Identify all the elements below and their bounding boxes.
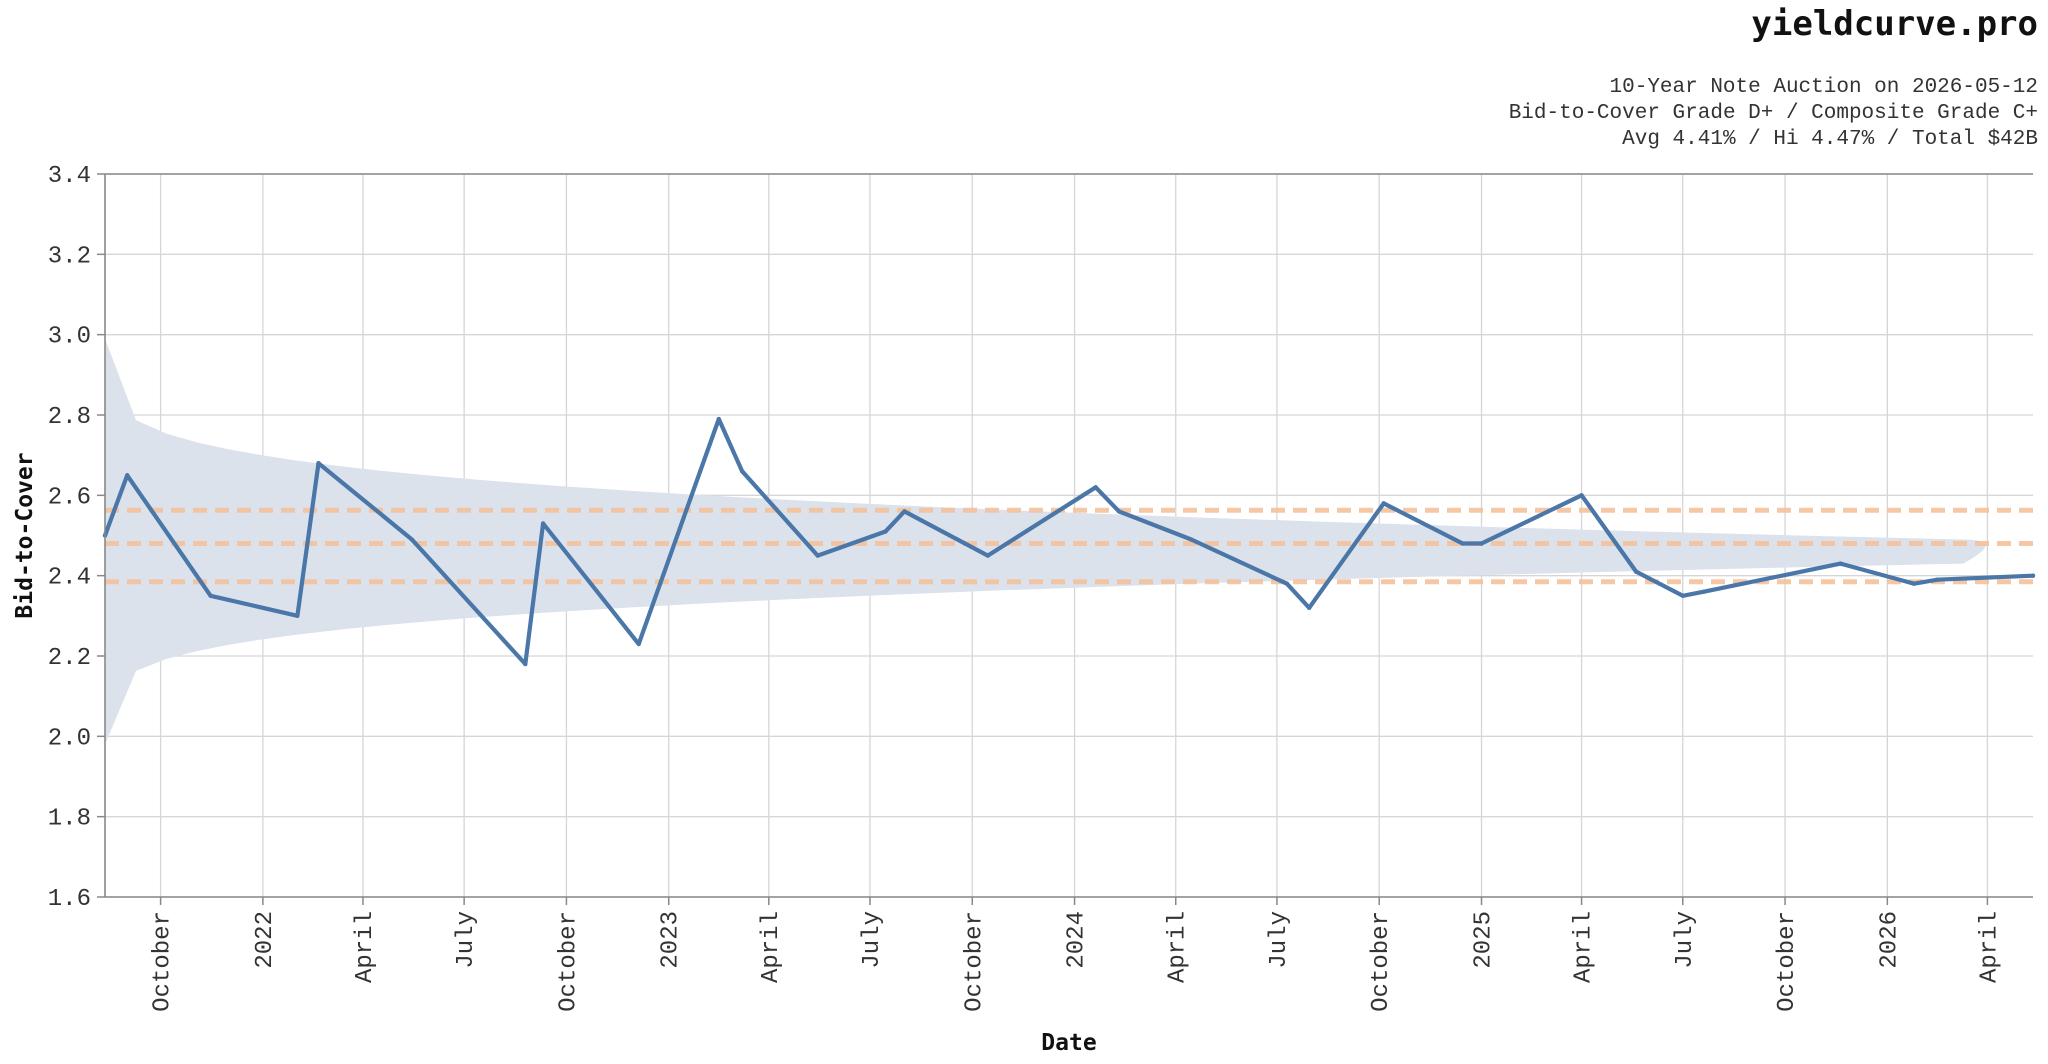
axis-layer — [104, 173, 2033, 898]
data-point — [1381, 501, 1386, 506]
auction-subtitle: 10-Year Note Auction on 2026-05-12 — [1609, 76, 2038, 99]
y-tick-label: 3.0 — [48, 324, 91, 351]
data-point — [902, 509, 907, 514]
y-tick-label: 2.0 — [48, 725, 91, 752]
data-point — [540, 521, 546, 526]
x-tick-label: April — [758, 911, 785, 983]
x-tick-label: October — [555, 911, 582, 1012]
data-point — [1701, 589, 1707, 594]
y-tick-label: 3.2 — [48, 243, 91, 270]
y-tick-label: 2.6 — [48, 484, 91, 511]
x-tick-labels: October 2022 April July October 2023 April July… — [150, 897, 2003, 1012]
reference-lines — [105, 507, 2033, 585]
brand-title: yieldcurve.pro — [1751, 4, 2038, 44]
x-tick-label: 2023 — [658, 911, 685, 969]
data-point — [1284, 581, 1290, 586]
data-point — [716, 416, 721, 422]
y-tick-label: 2.2 — [48, 645, 91, 672]
data-point — [409, 537, 415, 542]
data-point — [1838, 561, 1843, 566]
x-tick-label: April — [1571, 911, 1598, 983]
data-point — [1460, 541, 1465, 546]
data-point — [2030, 573, 2036, 578]
data-point — [1935, 577, 1940, 582]
data-point — [815, 553, 820, 558]
x-tick-label: April — [1165, 911, 1192, 983]
x-tick-label: October — [1774, 911, 1801, 1012]
x-tick-label: April — [352, 911, 379, 983]
y-tick-label: 2.4 — [48, 565, 91, 592]
data-point — [1479, 541, 1484, 546]
forecast-band — [105, 338, 1986, 745]
y-tick-label: 1.8 — [48, 806, 91, 833]
data-point — [883, 529, 888, 534]
data-point — [1116, 509, 1122, 514]
stats-subtitle: Avg 4.41% / Hi 4.47% / Total $42B — [1622, 128, 2038, 151]
data-point — [1189, 537, 1194, 542]
x-tick-label: July — [859, 911, 886, 969]
data-point — [1579, 493, 1584, 498]
x-tick-label: July — [453, 911, 480, 969]
data-point — [295, 613, 300, 619]
data-point — [1633, 569, 1639, 574]
data-point — [739, 469, 745, 474]
y-tick-label: 3.4 — [48, 163, 91, 190]
band-layer — [105, 338, 1986, 745]
y-tick-labels: 1.6 1.8 2.0 2.2 2.4 2.6 2.8 3.0 3.2 3.4 — [48, 163, 105, 913]
x-tick-label: October — [150, 911, 177, 1012]
x-axis-title: Date — [1041, 1030, 1096, 1056]
grade-subtitle: Bid-to-Cover Grade D+ / Composite Grade … — [1508, 102, 2038, 125]
x-tick-label: April — [1976, 911, 2003, 983]
x-tick-label: July — [1672, 911, 1699, 969]
x-tick-label: 2026 — [1876, 911, 1903, 969]
y-tick-label: 1.6 — [48, 886, 91, 913]
series-layer — [102, 416, 2036, 667]
data-point — [523, 661, 528, 667]
x-tick-label: 2025 — [1471, 911, 1498, 969]
data-point — [125, 473, 130, 478]
data-point — [1306, 605, 1312, 610]
x-tick-label: October — [1368, 911, 1395, 1012]
data-point — [985, 553, 991, 558]
data-point — [316, 461, 321, 466]
x-tick-label: July — [1266, 911, 1293, 969]
x-tick-label: October — [961, 911, 988, 1012]
data-point — [636, 641, 641, 647]
y-axis-title: Bid-to-Cover — [12, 452, 38, 618]
x-tick-label: 2022 — [252, 911, 279, 969]
y-tick-label: 2.8 — [48, 404, 91, 431]
data-point — [1093, 485, 1098, 490]
x-tick-label: 2024 — [1064, 911, 1091, 969]
data-point — [1680, 593, 1685, 598]
data-point — [1911, 581, 1917, 586]
data-point — [208, 593, 213, 598]
